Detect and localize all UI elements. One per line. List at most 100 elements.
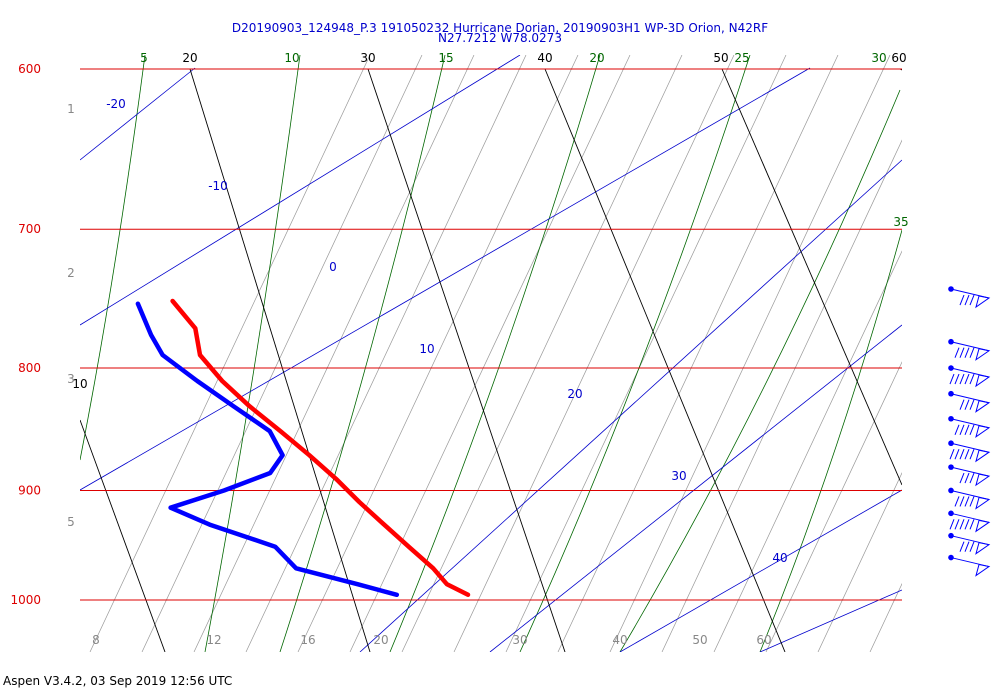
mixing-ratio-line <box>89 55 371 652</box>
wind-barb-feather <box>954 449 960 460</box>
mixing-ratio-label: 8 <box>92 633 100 647</box>
mixing-ratio-line <box>245 55 527 652</box>
dewpoint-trace <box>135 301 400 598</box>
isotherm-line <box>80 419 166 652</box>
mixing-ratio-line <box>609 55 891 652</box>
height-label: 2 <box>67 266 75 280</box>
pressure-label: 900 <box>18 483 41 497</box>
temperature-trace <box>170 298 471 598</box>
height-label: 3 <box>67 372 75 386</box>
isotherm-label: 40 <box>537 51 552 65</box>
wind-barb-feather <box>969 449 975 460</box>
wind-barb-feather <box>969 519 975 530</box>
sounding-traces <box>135 298 471 598</box>
dry-adiabat-label: 20 <box>567 387 582 401</box>
mixing-ratio-line <box>401 55 683 652</box>
wind-barb-feather <box>954 424 960 435</box>
wind-barb-feather <box>969 472 975 484</box>
isotherm-label: 10 <box>72 377 87 391</box>
wind-barb-feather <box>954 347 960 358</box>
dry-adiabat-line <box>489 324 902 652</box>
wind-barb <box>948 440 991 463</box>
wind-barb-feather <box>969 294 975 306</box>
wind-barb-feather <box>969 399 975 410</box>
wind-barb-feather <box>959 496 965 507</box>
pressure-label: 700 <box>18 222 41 236</box>
wind-barb-pennant <box>975 348 991 361</box>
dry-adiabat-line <box>619 489 902 652</box>
wind-barb-feather <box>949 519 955 530</box>
moist-adiabat-line <box>759 229 902 652</box>
wind-barb-feather <box>964 496 970 507</box>
mixing-ratio-label: 40 <box>612 633 627 647</box>
isotherm-label: 50 <box>713 51 728 65</box>
wind-barb-pennant <box>975 425 991 438</box>
dry-adiabat-line <box>80 55 521 326</box>
wind-barb-feather <box>969 347 975 358</box>
chart-subtitle-location: N27.7212 W78.0273 <box>438 31 562 45</box>
moist-adiabat-line <box>389 55 601 652</box>
isotherm-label: 20 <box>182 51 197 65</box>
wind-barb-pennant <box>975 374 991 388</box>
moist-adiabat-label: 5 <box>140 51 148 65</box>
mixing-ratio-label: 12 <box>206 633 221 647</box>
dry-adiabat-line <box>80 67 196 161</box>
wind-barb-column <box>948 286 991 577</box>
mixing-ratio-line <box>505 55 787 652</box>
mixing-ratio-label: 16 <box>300 633 315 647</box>
moist-adiabat-label: 10 <box>284 51 299 65</box>
wind-barb-pennant <box>975 542 991 555</box>
wind-barb <box>948 487 991 510</box>
dry-adiabat-line <box>359 159 902 652</box>
mixing-ratio-label: 60 <box>756 633 771 647</box>
wind-barb <box>948 286 991 309</box>
wind-barb-pennant <box>975 496 991 510</box>
pressure-label: 1000 <box>10 593 41 607</box>
dry-adiabat-line <box>80 67 811 491</box>
wind-barb-pennant <box>975 449 991 463</box>
wind-barb <box>948 464 991 487</box>
height-label: 5 <box>67 515 75 529</box>
chart-title: D20190903_124948_P.3 191050232 Hurricane… <box>231 21 769 35</box>
mixing-ratio-line <box>557 55 839 652</box>
wind-barb <box>948 532 991 555</box>
moist-adiabat-line <box>279 55 446 652</box>
wind-barb-feather <box>969 541 975 552</box>
dry-adiabat-label: -10 <box>208 179 228 193</box>
mixing-ratio-line <box>922 55 1000 652</box>
isobar-lines <box>80 68 902 601</box>
wind-barb-feather <box>949 449 955 460</box>
mixing-ratio-line <box>453 55 735 652</box>
wind-barb <box>948 390 991 413</box>
wind-barb-feather <box>954 519 960 530</box>
mixing-ratio-line <box>297 55 579 652</box>
wind-barb-feather <box>959 424 965 435</box>
moist-adiabat-label: 20 <box>589 51 604 65</box>
wind-barb-pennant <box>975 563 991 577</box>
mixing-ratio-label: 20 <box>373 633 388 647</box>
mixing-ratio-line <box>765 361 902 652</box>
wind-barb-feather <box>954 496 960 507</box>
moist-adiabat-label: 25 <box>734 51 749 65</box>
isotherm-label: 30 <box>360 51 375 65</box>
wind-barb <box>948 338 991 361</box>
wind-barb-feather <box>959 519 965 530</box>
wind-barb-feather <box>964 472 970 484</box>
moist-adiabat-line <box>619 89 901 652</box>
wind-barb <box>948 415 991 438</box>
dry-adiabat-label: 30 <box>671 469 686 483</box>
mixing-ratio-line <box>817 472 902 652</box>
pressure-label: 800 <box>18 361 41 375</box>
mixing-ratio-line <box>661 139 902 652</box>
isotherm-line <box>721 68 902 486</box>
wind-barb-pennant <box>975 473 991 487</box>
wind-barb <box>948 510 991 533</box>
moist-adiabat-line <box>519 55 751 652</box>
wind-barb-pennant <box>975 400 991 413</box>
wind-barb-feather <box>964 519 970 530</box>
dry-adiabat-label: 0 <box>329 260 337 274</box>
wind-barb <box>948 554 991 577</box>
moist-adiabat-label: 30 <box>871 51 886 65</box>
